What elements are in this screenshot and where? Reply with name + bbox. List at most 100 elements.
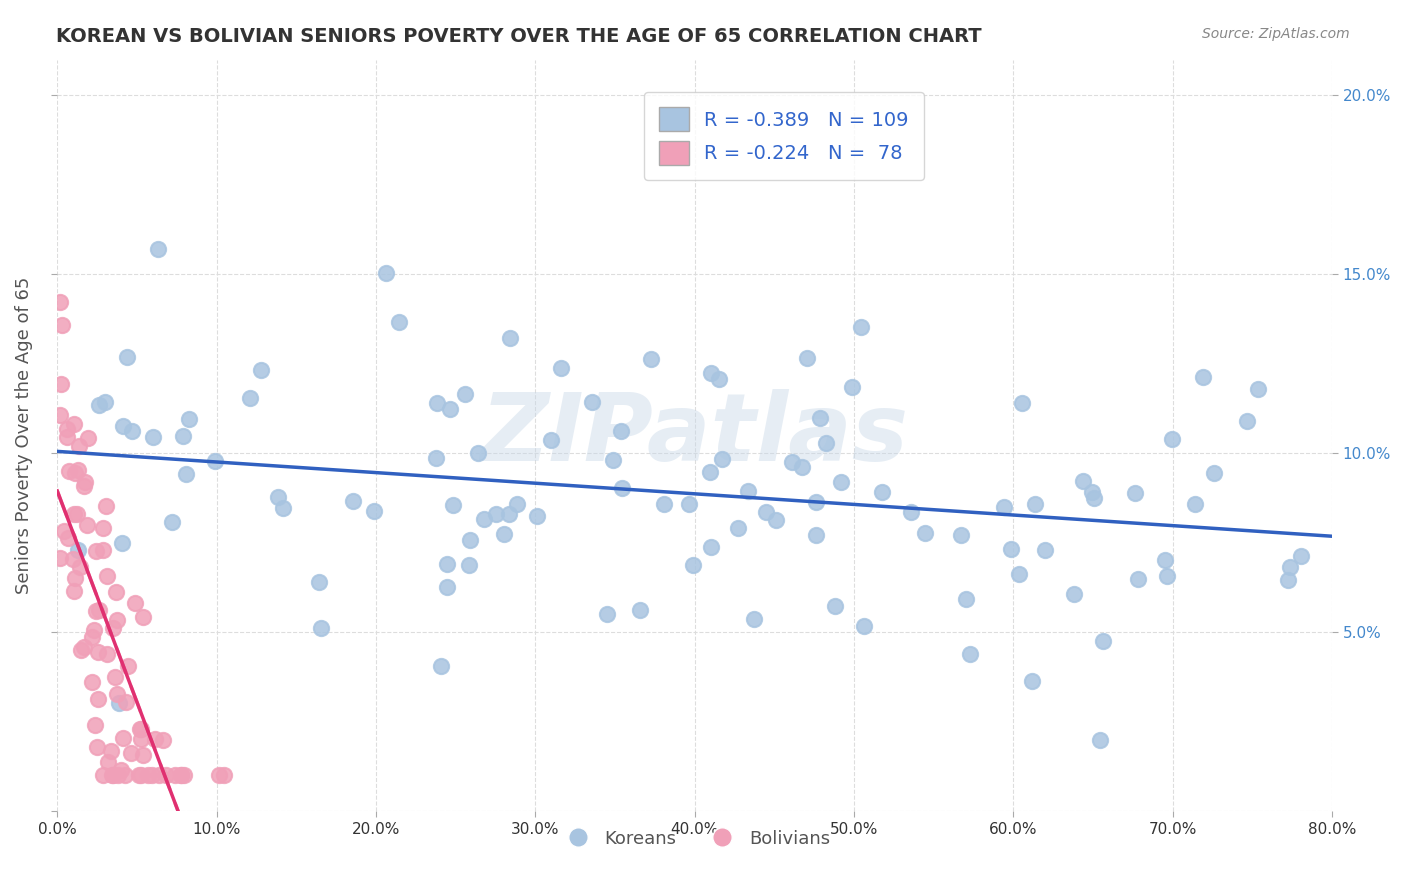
Point [84,718,107,732]
Point [49,295,72,310]
Point [342,494,364,508]
Point [129,768,152,782]
Point [107,768,129,782]
Point [76,518,98,533]
Point [710,452,733,467]
Point [709,371,731,385]
Point [136,768,159,782]
Point [457,558,479,573]
Point [83,623,105,637]
Point [430,659,453,673]
Point [824,599,846,614]
Point [610,424,633,438]
Point [596,607,619,622]
Point [765,513,787,527]
Point [170,768,193,782]
Text: ZIPatlas: ZIPatlas [481,390,908,482]
Point [1063,587,1085,601]
Point [700,367,723,381]
Point [120,746,142,760]
Point [84,604,107,618]
Point [108,696,131,710]
Point [1236,414,1258,428]
Point [612,481,634,495]
Point [146,242,169,256]
Point [454,387,477,401]
Point [163,768,186,782]
Point [959,647,981,661]
Point [91,521,114,535]
Point [204,454,226,468]
Point [742,612,765,626]
Point [699,465,721,479]
Point [96,647,118,661]
Point [436,557,458,571]
Point [101,621,124,635]
Y-axis label: Seniors Poverty Over the Age of 65: Seniors Poverty Over the Age of 65 [15,277,32,594]
Point [173,768,195,782]
Point [727,520,749,534]
Point [804,528,827,542]
Point [1000,541,1022,556]
Point [439,401,461,416]
Point [499,331,522,345]
Point [111,536,134,550]
Point [115,350,138,364]
Point [131,722,153,736]
Point [63,583,86,598]
Point [63,507,86,521]
Point [1278,559,1301,574]
Point [58,464,80,478]
Point [814,436,837,450]
Point [104,585,127,599]
Point [87,398,110,412]
Point [467,446,489,460]
Point [80,674,103,689]
Point [550,360,572,375]
Point [94,395,117,409]
Point [143,732,166,747]
Point [273,500,295,515]
Point [374,266,396,280]
Point [62,551,84,566]
Point [1202,466,1225,480]
Point [950,527,973,541]
Point [77,431,100,445]
Point [105,613,128,627]
Point [806,495,828,509]
Point [56,430,79,444]
Point [69,559,91,574]
Point [914,526,936,541]
Point [208,768,231,782]
Point [1080,485,1102,500]
Point [49,408,72,422]
Point [121,424,143,438]
Point [91,543,114,558]
Point [472,512,495,526]
Point [652,497,675,511]
Point [830,475,852,489]
Point [51,318,73,332]
Point [104,670,127,684]
Point [506,497,529,511]
Point [849,319,872,334]
Point [152,732,174,747]
Point [436,580,458,594]
Point [1021,674,1043,689]
Point [111,419,134,434]
Point [1247,382,1270,396]
Point [131,747,153,762]
Point [581,395,603,409]
Point [84,544,107,558]
Point [148,768,170,782]
Point [63,571,86,585]
Point [179,412,201,426]
Point [86,739,108,754]
Point [1033,542,1056,557]
Point [458,533,481,547]
Point [124,596,146,610]
Point [309,622,332,636]
Point [955,592,977,607]
Point [114,768,136,782]
Point [128,768,150,782]
